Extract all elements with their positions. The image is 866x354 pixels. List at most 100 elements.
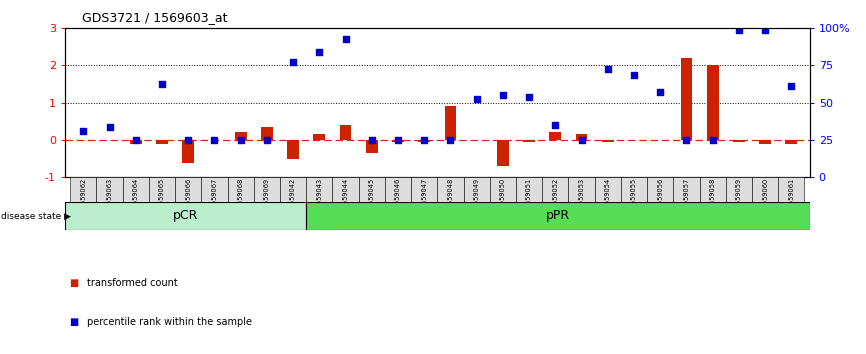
Bar <box>254 177 280 202</box>
Bar <box>175 177 201 202</box>
Text: transformed count: transformed count <box>87 278 178 288</box>
Bar <box>602 140 614 142</box>
Bar <box>700 177 726 202</box>
Point <box>260 137 274 143</box>
Bar <box>313 134 326 140</box>
Point <box>627 72 641 78</box>
Bar <box>733 140 745 142</box>
Point <box>129 137 143 143</box>
Bar <box>201 177 228 202</box>
Bar <box>785 140 798 144</box>
Bar <box>235 132 247 140</box>
Text: GSM559068: GSM559068 <box>237 178 243 218</box>
Text: pPR: pPR <box>546 210 570 222</box>
Text: GSM559065: GSM559065 <box>159 178 165 218</box>
Bar <box>647 177 674 202</box>
Point <box>575 137 589 143</box>
Point <box>76 128 90 133</box>
Bar <box>280 177 307 202</box>
Bar <box>444 106 456 140</box>
Point <box>469 96 483 102</box>
Text: GSM559061: GSM559061 <box>788 178 794 218</box>
Point <box>391 137 405 143</box>
Bar <box>261 127 273 140</box>
Text: GSM559066: GSM559066 <box>185 178 191 218</box>
Point <box>759 27 772 33</box>
Bar <box>288 140 299 159</box>
Point <box>732 27 746 33</box>
Text: percentile rank within the sample: percentile rank within the sample <box>87 317 252 327</box>
Text: GSM559054: GSM559054 <box>604 178 611 218</box>
Text: GSM559052: GSM559052 <box>553 178 559 218</box>
Bar <box>759 140 771 144</box>
Bar <box>726 177 752 202</box>
Bar <box>307 177 333 202</box>
Bar <box>333 177 359 202</box>
Bar <box>418 140 430 142</box>
Point <box>601 67 615 72</box>
Bar <box>752 177 779 202</box>
Bar <box>437 177 463 202</box>
Bar <box>576 134 587 140</box>
Bar <box>183 140 194 163</box>
Bar <box>707 65 719 140</box>
Point <box>680 137 694 143</box>
Text: GSM559067: GSM559067 <box>211 178 217 218</box>
Text: ■: ■ <box>69 317 79 327</box>
Point <box>522 94 536 100</box>
Text: GSM559053: GSM559053 <box>578 178 585 218</box>
Text: GSM559051: GSM559051 <box>527 178 532 218</box>
Text: GSM559042: GSM559042 <box>290 178 296 218</box>
Point <box>785 83 798 89</box>
Text: GSM559048: GSM559048 <box>448 178 454 218</box>
Bar <box>674 177 700 202</box>
Point <box>339 37 352 42</box>
Text: GSM559058: GSM559058 <box>709 178 715 218</box>
Bar <box>568 177 595 202</box>
Text: GSM559044: GSM559044 <box>343 178 348 218</box>
Bar <box>516 177 542 202</box>
Text: GSM559043: GSM559043 <box>316 178 322 218</box>
Point <box>443 137 457 143</box>
Text: GSM559069: GSM559069 <box>264 178 270 218</box>
Bar <box>463 177 490 202</box>
Point <box>417 137 431 143</box>
Bar <box>490 177 516 202</box>
Bar <box>70 177 96 202</box>
Point <box>313 50 326 55</box>
Bar <box>549 132 561 140</box>
Bar <box>385 177 411 202</box>
Point <box>706 137 720 143</box>
Bar <box>595 177 621 202</box>
Bar <box>359 177 385 202</box>
Bar <box>621 177 647 202</box>
Text: GSM559047: GSM559047 <box>421 178 427 218</box>
Bar <box>523 140 535 142</box>
Text: pCR: pCR <box>173 210 198 222</box>
Bar <box>123 177 149 202</box>
Point <box>102 124 116 130</box>
Text: GSM559055: GSM559055 <box>631 178 637 218</box>
Text: GSM559045: GSM559045 <box>369 178 375 218</box>
Text: GSM559064: GSM559064 <box>132 178 139 218</box>
Bar <box>156 140 168 144</box>
Bar <box>65 202 307 230</box>
Point <box>286 59 300 64</box>
Point <box>181 137 195 143</box>
Text: GSM559046: GSM559046 <box>395 178 401 218</box>
Bar <box>681 58 692 140</box>
Bar <box>542 177 568 202</box>
Point <box>208 137 222 143</box>
Text: GSM559049: GSM559049 <box>474 178 480 218</box>
Text: ■: ■ <box>69 278 79 288</box>
Bar <box>307 202 810 230</box>
Bar <box>149 177 175 202</box>
Bar <box>130 140 142 144</box>
Bar <box>497 140 509 166</box>
Text: GSM559059: GSM559059 <box>736 178 742 218</box>
Bar <box>779 177 805 202</box>
Point <box>548 122 562 128</box>
Bar <box>96 177 123 202</box>
Text: GSM559056: GSM559056 <box>657 178 663 218</box>
Point <box>365 137 378 143</box>
